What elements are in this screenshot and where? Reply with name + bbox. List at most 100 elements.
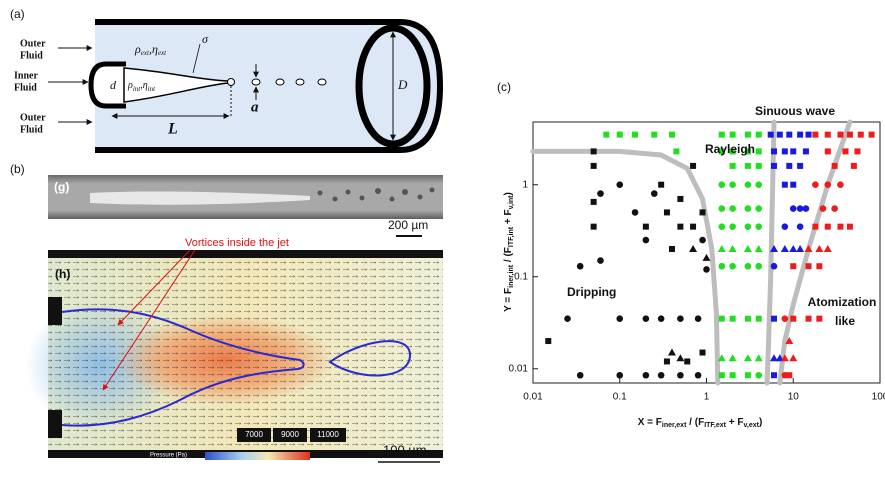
point [729, 372, 736, 379]
point [718, 205, 726, 212]
panel-c: (c) X = Finer,ext / (FITF,ext + Fv,ext) … [497, 80, 885, 429]
colorbar-tick: 9000 [281, 430, 299, 439]
symbol: ρ [134, 42, 141, 56]
point [781, 223, 789, 230]
point [857, 131, 864, 138]
point [728, 245, 737, 253]
point [657, 315, 665, 322]
point [632, 131, 639, 138]
jet-tip [227, 78, 235, 86]
point [805, 131, 812, 138]
point [786, 372, 793, 379]
panel-a: (a) D Outer Fluid Inner Fluid Outer Flui… [10, 7, 444, 153]
label-sub: ITF,ext [704, 422, 726, 429]
point [616, 131, 623, 138]
region-label: Dripping [567, 285, 616, 299]
point [545, 338, 552, 345]
point [718, 262, 726, 270]
pointer [192, 43, 201, 74]
point [831, 205, 838, 212]
nozzle-wall [48, 297, 62, 325]
point [718, 372, 725, 379]
point [805, 263, 812, 270]
point [684, 358, 691, 365]
label-outer: Outer [20, 112, 46, 123]
point [642, 223, 649, 230]
point [754, 245, 763, 253]
subscript: int [133, 85, 141, 93]
point [673, 148, 680, 155]
length-label: L [167, 121, 178, 138]
point [597, 190, 604, 197]
y-axis-label: Y = Finer,int / (FITF,int + Fv,int) [503, 192, 515, 312]
point [690, 162, 697, 169]
label-outer: Fluid [20, 50, 43, 61]
point [868, 131, 875, 138]
surface-tension: σ [202, 32, 209, 46]
point [729, 148, 736, 155]
point [744, 131, 751, 138]
image-label: (h) [55, 267, 70, 281]
point [837, 131, 844, 138]
jet-outline [61, 308, 305, 427]
point [699, 209, 706, 216]
point [771, 162, 778, 169]
region-label: Rayleigh [705, 142, 755, 156]
point [837, 181, 844, 188]
point [776, 131, 783, 138]
annotation-arrow [102, 249, 196, 391]
colorbar [205, 452, 310, 460]
label-part: / (F [686, 417, 704, 428]
region-label: Atomization [808, 295, 877, 309]
point [744, 262, 752, 270]
point [780, 245, 789, 253]
point [802, 205, 810, 212]
point [796, 205, 804, 212]
point [790, 263, 797, 270]
point [850, 162, 857, 169]
point [631, 209, 639, 216]
point [616, 315, 624, 322]
label-outer: Outer [20, 38, 46, 49]
velocity-vectors [48, 258, 443, 450]
label-sub: v,ext [744, 422, 760, 429]
point [846, 223, 853, 230]
tick-box [273, 428, 307, 442]
x-axis-label: X = Finer,ext / (FITF,ext + Fv,ext) [638, 417, 763, 429]
droplet [317, 78, 327, 86]
inner-properties: ρint,ηint [127, 80, 156, 92]
point [717, 354, 726, 362]
point [771, 148, 778, 155]
point [699, 236, 706, 244]
point [770, 354, 779, 362]
point [823, 245, 832, 253]
point [824, 223, 831, 230]
point [819, 205, 827, 212]
point [694, 315, 702, 322]
point [767, 131, 774, 138]
point [755, 148, 762, 155]
point [689, 245, 698, 253]
point [770, 245, 779, 253]
wall [48, 250, 443, 258]
point [837, 223, 844, 230]
point [743, 354, 752, 362]
droplets-image [317, 187, 435, 202]
colorbar-tick: 7000 [245, 430, 263, 439]
point [754, 354, 763, 362]
point [642, 371, 650, 379]
point [718, 131, 725, 138]
point [667, 348, 676, 356]
point [668, 131, 675, 138]
point [590, 162, 597, 169]
panel-label: (c) [497, 80, 511, 94]
point [718, 315, 725, 322]
point [824, 181, 832, 188]
point [789, 354, 798, 362]
point [564, 315, 571, 322]
label-part: ) [759, 417, 762, 428]
point [755, 205, 763, 212]
plot-frame [532, 121, 881, 384]
point [785, 337, 794, 345]
